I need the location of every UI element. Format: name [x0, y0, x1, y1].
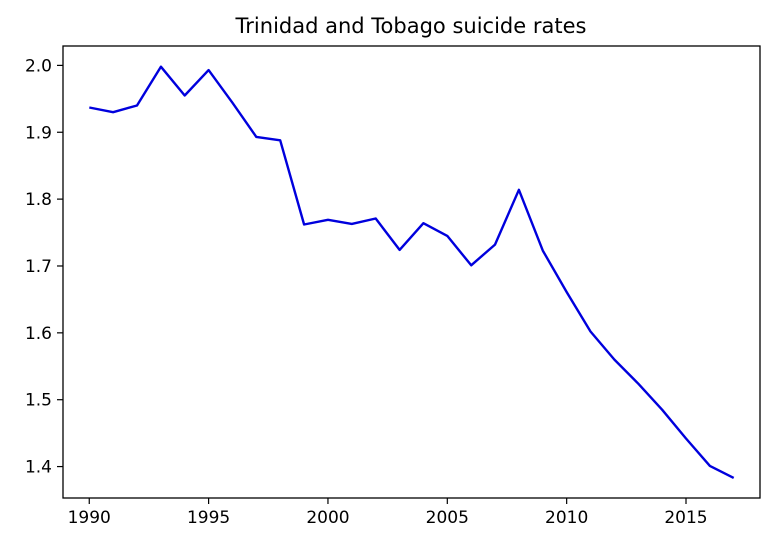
- y-tick-label: 1.9: [25, 123, 52, 143]
- x-axis: 1990 1995 2000 2005 2010 2015: [68, 498, 708, 528]
- x-tick-label: 2010: [545, 508, 588, 528]
- y-tick-label: 2.0: [25, 56, 52, 76]
- x-tick-label: 2015: [664, 508, 707, 528]
- y-tick-label: 1.7: [25, 257, 52, 277]
- y-tick-label: 1.8: [25, 190, 52, 210]
- x-tick-label: 2005: [426, 508, 469, 528]
- x-tick-label: 1990: [68, 508, 111, 528]
- y-tick-label: 1.6: [25, 324, 52, 344]
- x-tick-label: 2000: [306, 508, 349, 528]
- series-line: [89, 65, 735, 479]
- chart-title: Trinidad and Tobago suicide rates: [235, 14, 587, 38]
- y-tick-label: 1.4: [25, 458, 52, 478]
- y-tick-label: 1.5: [25, 391, 52, 411]
- x-tick-label: 1995: [187, 508, 230, 528]
- y-axis: 1.4 1.5 1.6 1.7 1.8 1.9 2.0: [25, 56, 63, 478]
- plot-area-frame: [62, 45, 761, 499]
- series-layer: [89, 65, 735, 479]
